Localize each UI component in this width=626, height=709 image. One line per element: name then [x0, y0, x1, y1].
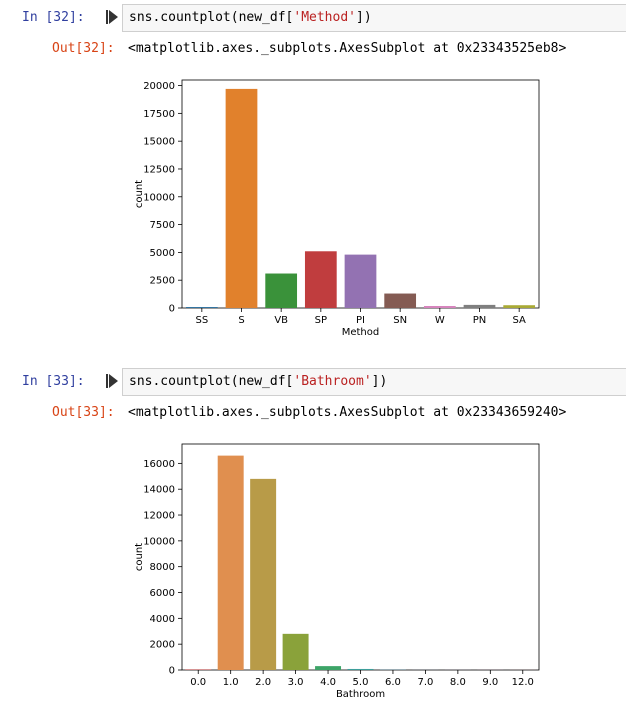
x-tick-label: 9.0: [482, 677, 498, 688]
x-tick-label: 2.0: [255, 677, 271, 688]
run-cell-icon[interactable]: [106, 10, 118, 24]
x-tick-label: PN: [473, 315, 487, 326]
output-text: <matplotlib.axes._subplots.AxesSubplot a…: [128, 405, 567, 420]
y-tick-label: 20000: [143, 81, 175, 92]
run-cell-icon[interactable]: [106, 374, 118, 388]
y-tick-label: 15000: [143, 137, 175, 148]
input-prompt: In [33]:: [22, 374, 85, 389]
x-tick-label: W: [435, 315, 445, 326]
bar-PI: [344, 254, 377, 308]
y-axis-label: count: [134, 543, 145, 571]
y-tick-label: 12500: [143, 164, 175, 175]
bar-SN: [384, 293, 417, 308]
bar-1.0: [217, 455, 244, 670]
y-tick-label: 7500: [150, 220, 175, 231]
bar-5.0: [347, 668, 374, 670]
x-axis-label: Method: [342, 327, 380, 338]
y-tick-label: 5000: [150, 248, 175, 259]
x-tick-label: 0.0: [190, 677, 206, 688]
y-tick-label: 8000: [150, 562, 175, 573]
bar-3.0: [282, 633, 309, 670]
y-tick-label: 14000: [143, 485, 175, 496]
y-tick-label: 0: [169, 666, 175, 677]
bar-2.0: [250, 478, 277, 670]
x-tick-label: VB: [274, 315, 288, 326]
x-tick-label: 3.0: [288, 677, 304, 688]
x-axis-label: Bathroom: [336, 689, 385, 700]
y-tick-label: 2000: [150, 640, 175, 651]
bar-PN: [463, 304, 496, 308]
x-tick-label: SS: [195, 315, 208, 326]
bathroom-countplot: 0 2000 4000 6000 8000 10000 12000 14000 16000 0.0…: [134, 443, 540, 700]
x-tick-label: 7.0: [417, 677, 433, 688]
code-text: sns.countplot(new_df['Method']): [129, 10, 372, 25]
x-tick-label: SN: [393, 315, 407, 326]
code-input[interactable]: sns.countplot(new_df['Bathroom']): [122, 368, 626, 396]
bar-4.0: [315, 666, 342, 670]
x-tick-label: SP: [315, 315, 327, 326]
output-text: <matplotlib.axes._subplots.AxesSubplot a…: [128, 41, 567, 56]
x-tick-label: 4.0: [320, 677, 336, 688]
y-tick-label: 16000: [143, 459, 175, 470]
output-prompt: Out[32]:: [52, 41, 115, 56]
code-text: sns.countplot(new_df['Bathroom']): [129, 374, 388, 389]
y-tick-label: 17500: [143, 109, 175, 120]
x-tick-label: 1.0: [223, 677, 239, 688]
bar-SA: [503, 305, 536, 308]
y-tick-label: 6000: [150, 588, 175, 599]
y-tick-label: 10000: [143, 192, 175, 203]
y-tick-label: 10000: [143, 536, 175, 547]
x-tick-label: 5.0: [353, 677, 369, 688]
bar-VB: [265, 273, 298, 308]
x-tick-label: 8.0: [450, 677, 466, 688]
y-tick-label: 0: [169, 304, 175, 315]
y-tick-label: 2500: [150, 276, 175, 287]
output-prompt: Out[33]:: [52, 405, 115, 420]
bar-SS: [185, 306, 218, 308]
method-countplot: 02500500075001000012500150001750020000SS…: [134, 79, 540, 338]
bar-S: [225, 88, 258, 309]
x-tick-label: 6.0: [385, 677, 401, 688]
x-tick-label: S: [238, 315, 244, 326]
x-tick-label: 12.0: [512, 677, 534, 688]
bar-W: [423, 305, 456, 308]
x-tick-label: PI: [356, 315, 365, 326]
bar-SP: [304, 251, 337, 308]
code-input[interactable]: sns.countplot(new_df['Method']): [122, 4, 626, 32]
bar-0.0: [185, 669, 212, 670]
y-tick-label: 4000: [150, 614, 175, 625]
y-tick-label: 12000: [143, 511, 175, 522]
y-axis-label: count: [134, 180, 145, 208]
input-prompt: In [32]:: [22, 10, 85, 25]
x-tick-label: SA: [512, 315, 526, 326]
